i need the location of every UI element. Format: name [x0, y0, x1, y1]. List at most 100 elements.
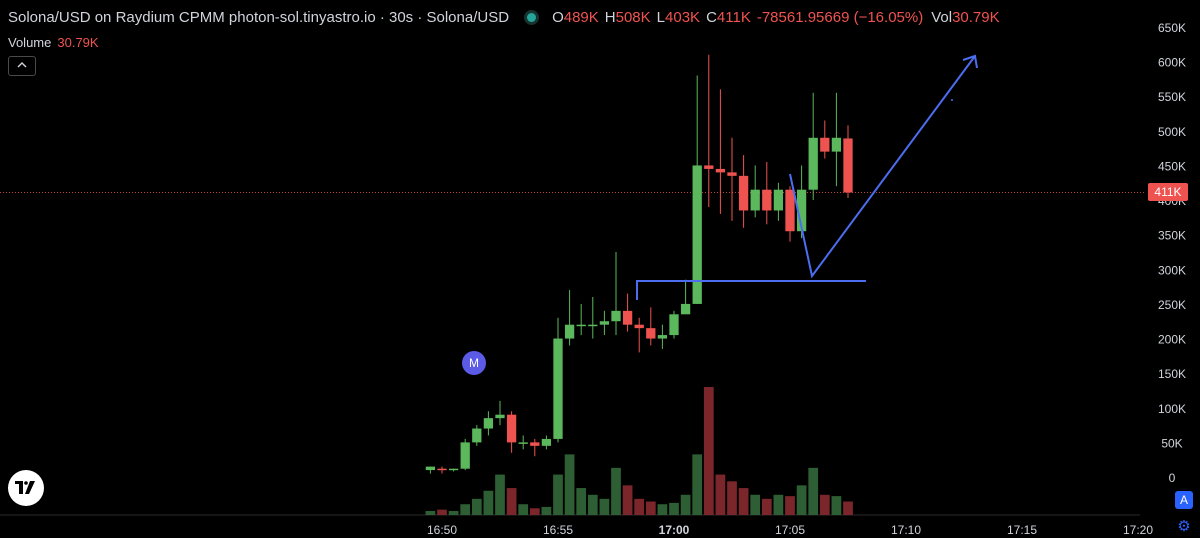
candle-body [460, 442, 470, 469]
tradingview-logo-icon[interactable] [8, 470, 44, 506]
candle-body [796, 189, 807, 232]
volume-bar [715, 474, 726, 515]
candle-body [750, 189, 760, 211]
close-label: C [706, 9, 717, 26]
volume-bar [541, 506, 552, 515]
y-tick-label: 150K [1158, 367, 1186, 381]
candle-body [448, 468, 459, 471]
symbol-title[interactable]: Solona/USD on Raydium CPMM photon-sol.ti… [8, 9, 510, 26]
volume-bar [645, 501, 656, 515]
volume-label: Volume [8, 35, 52, 50]
candle-body [472, 428, 482, 443]
candle-body [634, 324, 644, 329]
volume-legend[interactable]: Volume 30.79K [8, 35, 99, 50]
candle-body [831, 137, 842, 152]
candle-body [727, 172, 737, 176]
x-tick-label: 17:10 [891, 523, 921, 537]
volume-bar [611, 467, 621, 515]
close-value: 411K [716, 9, 751, 26]
y-tick-label: 450K [1158, 159, 1186, 173]
volume-bar [564, 454, 575, 515]
candle-body [530, 442, 540, 446]
auto-scale-button[interactable]: A [1175, 491, 1193, 509]
candle-body [437, 468, 447, 471]
candle-body [704, 165, 714, 169]
candle-body [564, 324, 575, 339]
y-tick-label: 250K [1158, 298, 1186, 312]
y-tick-label: 350K [1158, 229, 1186, 243]
volume-bar [808, 467, 819, 515]
candle-body [820, 137, 830, 152]
volume-bar [634, 498, 645, 515]
volume-bar [831, 496, 842, 515]
candle-body [773, 189, 784, 211]
volume-bar [796, 485, 807, 515]
collapse-legend-button[interactable] [8, 56, 36, 76]
open-label: O [552, 9, 564, 26]
x-tick-label: 17:15 [1007, 523, 1037, 537]
volume-bar [495, 474, 505, 515]
candle-body [599, 321, 610, 325]
candle-body [588, 324, 598, 327]
candle-body [692, 165, 702, 304]
volume-bar [437, 509, 447, 515]
volume-bar [738, 488, 749, 515]
candle-body [843, 138, 853, 193]
x-tick-label: 16:55 [543, 523, 573, 537]
volume-bar [425, 510, 436, 515]
market-status-icon [527, 13, 537, 22]
y-tick-label: 0 [1169, 471, 1176, 485]
candle-body [483, 418, 494, 429]
candle-body [553, 338, 563, 439]
volume-bar [553, 474, 563, 515]
volume-bar [587, 494, 598, 515]
volume-bar [471, 498, 482, 515]
y-tick-label: 600K [1158, 56, 1186, 70]
volume-bar [843, 501, 853, 515]
y-tick-label: 500K [1158, 125, 1186, 139]
candle-body [622, 310, 633, 325]
volume-bar [529, 508, 540, 515]
candle-body [495, 414, 505, 419]
projection-arrow-drawing [789, 55, 976, 279]
volume-bar [785, 496, 795, 515]
candle-body [646, 328, 656, 339]
volume-bar [506, 488, 517, 515]
change-value: -78561.95669 (−16.05%) [756, 9, 924, 26]
candle-body [657, 335, 668, 339]
volume-bar [680, 494, 691, 515]
vol-label: Vol [931, 9, 953, 26]
x-tick-label: 16:50 [427, 523, 457, 537]
volume-bar [692, 454, 703, 515]
low-label: L [656, 9, 666, 26]
volume-value: 30.79K [57, 35, 99, 50]
candle-body [680, 303, 691, 315]
x-tick-label: 17:20 [1123, 523, 1153, 537]
candle-body [715, 168, 726, 173]
drawing-point [951, 99, 953, 101]
chart-legend: Solona/USD on Raydium CPMM photon-sol.ti… [8, 9, 1000, 26]
volume-bar [576, 488, 587, 515]
open-value: 489K [563, 9, 599, 26]
tv-mark-icon [15, 481, 35, 494]
y-tick-label: 550K [1158, 90, 1186, 104]
x-tick-label: 17:00 [659, 523, 690, 537]
x-tick-label: 17:05 [775, 523, 805, 537]
arrowhead-icon [962, 54, 978, 69]
high-value: 508K [615, 9, 651, 26]
volume-bar [599, 498, 610, 515]
settings-gear-icon[interactable]: ⚙ [1177, 518, 1191, 535]
volume-bar [761, 498, 772, 515]
high-label: H [604, 9, 616, 26]
candle-body [576, 324, 586, 327]
chevron-up-icon [17, 62, 27, 68]
candle-body [506, 414, 517, 443]
candle-body [518, 442, 528, 444]
candle-body [762, 189, 772, 211]
y-tick-label: 200K [1158, 333, 1186, 347]
event-marker[interactable]: M [462, 351, 486, 375]
volume-bar [727, 481, 737, 515]
volume-bar [657, 504, 668, 515]
volume-bar [622, 485, 633, 515]
